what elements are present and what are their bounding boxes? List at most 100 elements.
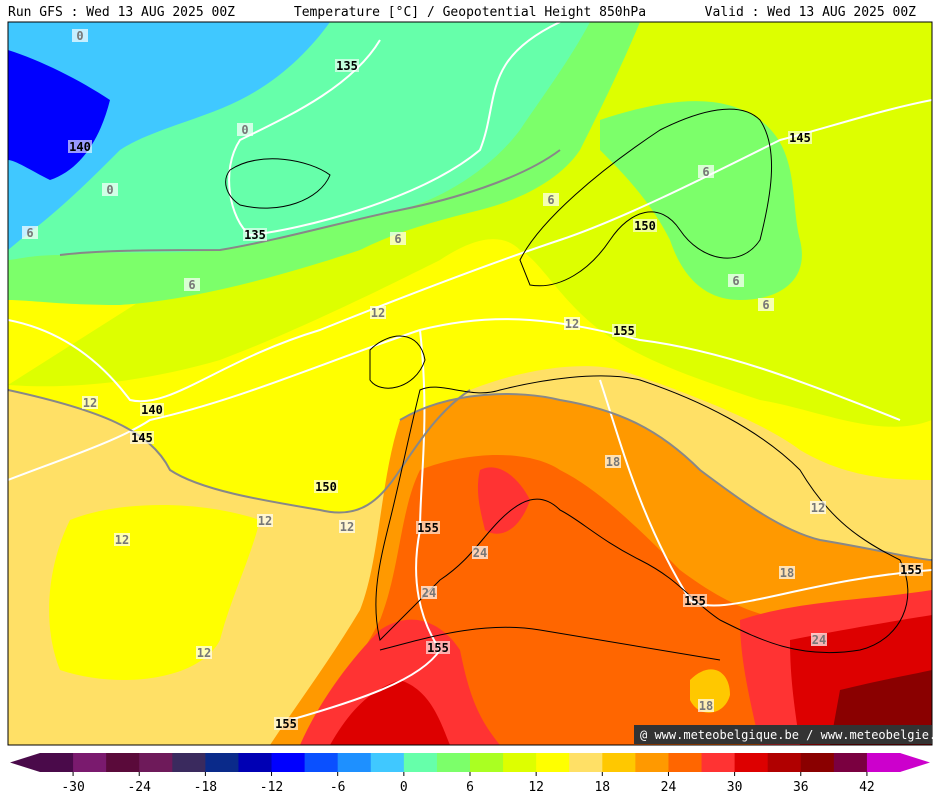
height-label: 155 bbox=[275, 717, 297, 731]
height-label-bg bbox=[426, 641, 450, 654]
height-label: 135 bbox=[244, 228, 266, 242]
temperature-label: 6 bbox=[26, 226, 33, 240]
temperature-label-bg bbox=[257, 514, 273, 527]
colorbar-segment bbox=[470, 753, 504, 772]
temperature-label: 0 bbox=[241, 123, 248, 137]
temperature-label-bg bbox=[370, 306, 386, 319]
temperature-label: 18 bbox=[606, 455, 620, 469]
colorbar-tick-label: -30 bbox=[61, 780, 84, 795]
temperature-label: 6 bbox=[547, 193, 554, 207]
height-label-bg bbox=[416, 521, 440, 534]
temperature-label: 24 bbox=[812, 633, 826, 647]
temperature-label: 6 bbox=[702, 165, 709, 179]
height-label-bg bbox=[335, 59, 359, 72]
credit: @ www.meteobelgique.be / www.meteobelgie… bbox=[640, 728, 940, 742]
temperature-label-bg bbox=[114, 533, 130, 546]
colorbar-tick-label: 0 bbox=[400, 780, 408, 795]
colorbar-segment bbox=[635, 753, 669, 772]
colorbar-tick-label: 12 bbox=[528, 780, 544, 795]
temperature-label: 0 bbox=[76, 29, 83, 43]
height-label: 150 bbox=[634, 219, 656, 233]
temperature-label: 18 bbox=[780, 566, 794, 580]
colorbar-segment bbox=[139, 753, 173, 772]
temperature-label: 18 bbox=[699, 699, 713, 713]
colorbar-segment bbox=[337, 753, 372, 772]
height-label: 145 bbox=[789, 131, 811, 145]
temperature-label: 12 bbox=[811, 501, 825, 515]
height-label: 155 bbox=[613, 324, 635, 338]
temperature-label: 24 bbox=[473, 546, 487, 560]
temperature-label-bg bbox=[698, 165, 714, 178]
colorbar-segment bbox=[370, 753, 405, 772]
height-label: 135 bbox=[336, 59, 358, 73]
height-label-bg bbox=[140, 403, 164, 416]
height-label-bg bbox=[68, 140, 92, 153]
temperature-label-bg bbox=[758, 298, 774, 311]
colorbar-segment bbox=[73, 753, 107, 772]
height-label: 145 bbox=[131, 431, 153, 445]
temperature-label-bg bbox=[196, 646, 212, 659]
colorbar-tick-label: 24 bbox=[661, 780, 677, 795]
height-label-bg bbox=[633, 219, 657, 232]
height-label: 155 bbox=[684, 594, 706, 608]
colorbar-segment bbox=[238, 753, 273, 772]
height-label: 155 bbox=[427, 641, 449, 655]
temperature-label: 12 bbox=[565, 317, 579, 331]
height-label: 155 bbox=[417, 521, 439, 535]
colorbar-segment bbox=[403, 753, 438, 772]
temperature-label-bg bbox=[472, 546, 488, 559]
temperature-label: 6 bbox=[762, 298, 769, 312]
temperature-label-bg bbox=[728, 274, 744, 287]
height-label: 150 bbox=[315, 480, 337, 494]
height-label-bg bbox=[788, 131, 812, 144]
colorbar-segment bbox=[271, 753, 306, 772]
temperature-label-bg bbox=[605, 455, 621, 468]
colorbar-tick-label: 6 bbox=[466, 780, 474, 795]
temperature-label-bg bbox=[82, 396, 98, 409]
temperature-label: 12 bbox=[371, 306, 385, 320]
colorbar-segment bbox=[106, 753, 140, 772]
temperature-label-bg bbox=[564, 317, 580, 330]
colorbar-tick-label: -24 bbox=[127, 780, 151, 795]
height-label-bg bbox=[130, 431, 154, 444]
colorbar-segment bbox=[172, 753, 206, 772]
temperature-label: 12 bbox=[197, 646, 211, 660]
colorbar-segment bbox=[503, 753, 537, 772]
height-label-bg bbox=[683, 594, 707, 607]
colorbar-segment bbox=[304, 753, 339, 772]
temperature-label: 6 bbox=[732, 274, 739, 288]
colorbar-min-arrow bbox=[10, 753, 40, 772]
colorbar-tick-label: 30 bbox=[727, 780, 743, 795]
colorbar-tick-label: 42 bbox=[859, 780, 875, 795]
colorbar-segment bbox=[668, 753, 703, 772]
temperature-label: 24 bbox=[422, 586, 436, 600]
temperature-label: 6 bbox=[188, 278, 195, 292]
temperature-label-bg bbox=[237, 123, 253, 136]
colorbar-tick-label: -18 bbox=[194, 780, 217, 795]
temperature-label-bg bbox=[339, 520, 355, 533]
temperature-label-bg bbox=[811, 633, 827, 646]
colorbar-segment bbox=[602, 753, 636, 772]
colorbar-tick-label: -6 bbox=[330, 780, 346, 795]
colorbar-segment bbox=[866, 753, 901, 772]
temperature-label: 6 bbox=[394, 232, 401, 246]
temperature-label-bg bbox=[184, 278, 200, 291]
contour-labels: 135 140 135 145 150 155 140 145 150 155 155 155 155 1… bbox=[22, 29, 923, 731]
colorbar-tick-label: 18 bbox=[594, 780, 610, 795]
colorbar-segment bbox=[569, 753, 603, 772]
temperature-label: 12 bbox=[340, 520, 354, 534]
height-label-bg bbox=[314, 480, 338, 493]
height-label: 140 bbox=[69, 140, 91, 154]
height-label: 155 bbox=[900, 563, 922, 577]
temperature-label-bg bbox=[72, 29, 88, 42]
temperature-label-bg bbox=[810, 501, 826, 514]
colorbar: -30 -24 -18 -12 -6 0 6 12 18 24 30 36 42 bbox=[10, 753, 930, 795]
colorbar-segment bbox=[536, 753, 570, 772]
colorbar-max-arrow bbox=[900, 753, 930, 772]
temperature-label-bg bbox=[698, 699, 714, 712]
colorbar-segment bbox=[436, 753, 471, 772]
colorbar-tick-label: -12 bbox=[260, 780, 283, 795]
temperature-label: 12 bbox=[83, 396, 97, 410]
colorbar-segment bbox=[734, 753, 769, 772]
temperature-label: 12 bbox=[258, 514, 272, 528]
